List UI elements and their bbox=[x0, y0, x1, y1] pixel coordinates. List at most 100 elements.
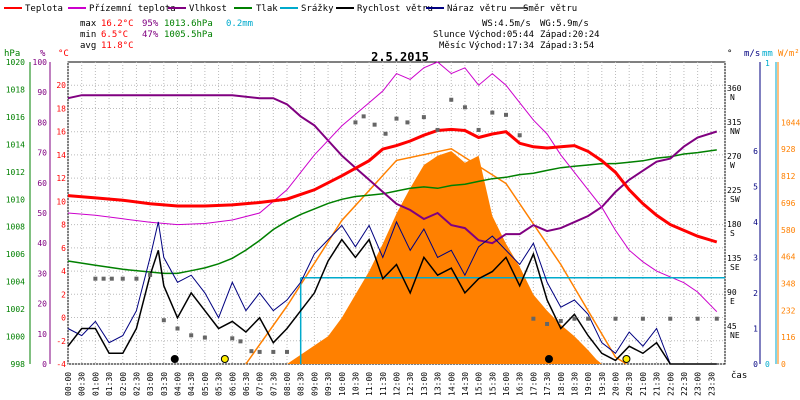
wind-tick-label: 1 bbox=[753, 324, 758, 333]
direction-compass-label: S bbox=[730, 229, 735, 238]
unit-percent: % bbox=[40, 49, 46, 59]
wind-direction-point bbox=[435, 127, 440, 132]
temperature-line bbox=[67, 127, 718, 244]
unit-mm: mm bbox=[762, 49, 773, 59]
time-tick-label: 18:00 bbox=[557, 372, 566, 396]
time-tick-label: 04:00 bbox=[174, 372, 183, 396]
temperature-tick-label: 18 bbox=[56, 104, 66, 113]
direction-tick-label: 45 bbox=[727, 322, 737, 331]
stats-avg-label: avg bbox=[80, 41, 96, 51]
wind-direction-point bbox=[101, 276, 106, 281]
wind-direction-point bbox=[238, 339, 243, 344]
temperature-tick-label: -4 bbox=[56, 360, 66, 369]
pressure-tick-label: 1000 bbox=[6, 333, 25, 342]
temperature-tick-label: 6 bbox=[61, 244, 66, 253]
direction-tick-label: 270 bbox=[727, 152, 742, 161]
wind-direction-point bbox=[394, 116, 399, 121]
solar-radiation-area bbox=[287, 151, 602, 364]
wind-direction-point bbox=[134, 276, 139, 281]
time-tick-label: 05:00 bbox=[201, 372, 210, 396]
time-tick-label: 19:30 bbox=[598, 372, 607, 396]
legend-wind-speed: Rychlost větru bbox=[357, 4, 433, 14]
direction-tick-label: 90 bbox=[727, 288, 737, 297]
wind-tick-label: 3 bbox=[753, 253, 758, 262]
stats-moon-rise: Východ:17:34 bbox=[469, 41, 534, 51]
time-tick-label: 10:30 bbox=[351, 372, 360, 396]
stats-min-pressure: 1005.5hPa bbox=[164, 30, 213, 40]
wind-direction-point bbox=[353, 120, 358, 125]
wind-direction-point bbox=[462, 105, 467, 110]
axis-units: hPa % °C ° m/s mm W/m² čas bbox=[4, 49, 800, 381]
stats-wind-speed: WS:4.5m/s bbox=[482, 19, 531, 29]
temperature-tick-label: 20 bbox=[56, 81, 66, 90]
direction-tick-label: 315 bbox=[727, 118, 742, 127]
wind-direction-point bbox=[361, 114, 366, 119]
time-tick-label: 15:00 bbox=[475, 372, 484, 396]
humidity-tick-label: 10 bbox=[37, 330, 47, 339]
time-tick-label: 17:00 bbox=[529, 372, 538, 396]
y-axes: 1020101810161014101210101008100610041002… bbox=[6, 58, 800, 369]
pressure-tick-label: 1006 bbox=[6, 250, 25, 259]
time-tick-label: 10:00 bbox=[338, 372, 347, 396]
wind-direction-point bbox=[405, 120, 410, 125]
wind-direction-point bbox=[257, 349, 262, 354]
humidity-tick-label: 60 bbox=[37, 179, 47, 188]
stats-sun-rise: Východ:05:44 bbox=[469, 30, 534, 40]
time-tick-label: 00:30 bbox=[78, 372, 87, 396]
humidity-tick-label: 100 bbox=[33, 58, 48, 67]
pressure-tick-label: 1018 bbox=[6, 85, 25, 94]
legend-wind-direction: Směr větru bbox=[523, 4, 577, 14]
wind-direction-point bbox=[504, 112, 508, 117]
wind-direction-point bbox=[572, 316, 577, 321]
legend-pressure: Tlak bbox=[256, 4, 278, 14]
wind-tick-label: 0 bbox=[753, 360, 758, 369]
temperature-tick-label: 14 bbox=[56, 151, 66, 160]
pressure-tick-label: 1010 bbox=[6, 195, 25, 204]
direction-compass-label: W bbox=[730, 161, 735, 170]
wind-direction-point bbox=[285, 349, 289, 354]
temperature-tick-label: 12 bbox=[56, 174, 66, 183]
time-tick-label: 02:00 bbox=[119, 372, 128, 396]
wind-tick-label: 5 bbox=[753, 182, 758, 191]
time-tick-label: 06:00 bbox=[228, 372, 237, 396]
stats-max-rain: 0.2mm bbox=[226, 19, 253, 29]
temperature-tick-label: 8 bbox=[61, 221, 66, 230]
humidity-tick-label: 30 bbox=[37, 269, 47, 278]
time-tick-label: 01:30 bbox=[105, 372, 114, 396]
time-tick-label: 11:30 bbox=[379, 372, 388, 396]
temperature-tick-label: -2 bbox=[56, 337, 66, 346]
wind-gust-line bbox=[67, 220, 717, 365]
unit-degree: ° bbox=[727, 49, 732, 59]
wind-tick-label: 6 bbox=[753, 147, 758, 156]
wind-direction-point bbox=[476, 127, 481, 132]
humidity-tick-label: 20 bbox=[37, 300, 47, 309]
stats-min-label: min bbox=[80, 30, 96, 40]
stats-max-temp: 16.2°C bbox=[101, 19, 134, 29]
legend-humidity: Vlhkost bbox=[189, 4, 227, 14]
stats-avg-temp: 11.8°C bbox=[101, 41, 134, 51]
stats-wind-gust: WG:5.9m/s bbox=[540, 19, 589, 29]
legend-ground-temp: Přízemní teplota bbox=[89, 4, 176, 14]
pressure-tick-label: 1020 bbox=[6, 58, 25, 67]
pressure-tick-label: 1004 bbox=[6, 278, 25, 287]
wind-direction-point bbox=[545, 321, 550, 326]
ground-temperature-line bbox=[67, 61, 718, 313]
wind-direction-point bbox=[517, 133, 522, 138]
solar-tick-label: 0 bbox=[781, 360, 786, 369]
stats-min-humidity: 47% bbox=[142, 30, 159, 40]
time-tick-label: 17:30 bbox=[543, 372, 552, 396]
direction-tick-label: 135 bbox=[727, 254, 742, 263]
time-tick-label: 18:30 bbox=[570, 372, 579, 396]
time-tick-label: 06:30 bbox=[242, 372, 251, 396]
humidity-line bbox=[67, 94, 718, 245]
time-tick-label: 22:00 bbox=[666, 372, 675, 396]
wind-direction-point bbox=[271, 349, 276, 354]
stats-block: max 16.2°C 95% 1013.6hPa 0.2mm min 6.5°C… bbox=[80, 19, 600, 51]
time-tick-label: 19:00 bbox=[584, 372, 593, 396]
plot-area bbox=[67, 61, 725, 365]
time-tick-label: 05:30 bbox=[215, 372, 224, 396]
humidity-tick-label: 50 bbox=[37, 209, 47, 218]
time-tick-label: 02:30 bbox=[132, 372, 141, 396]
time-tick-label: 20:00 bbox=[612, 372, 621, 396]
direction-compass-label: N bbox=[730, 93, 735, 102]
